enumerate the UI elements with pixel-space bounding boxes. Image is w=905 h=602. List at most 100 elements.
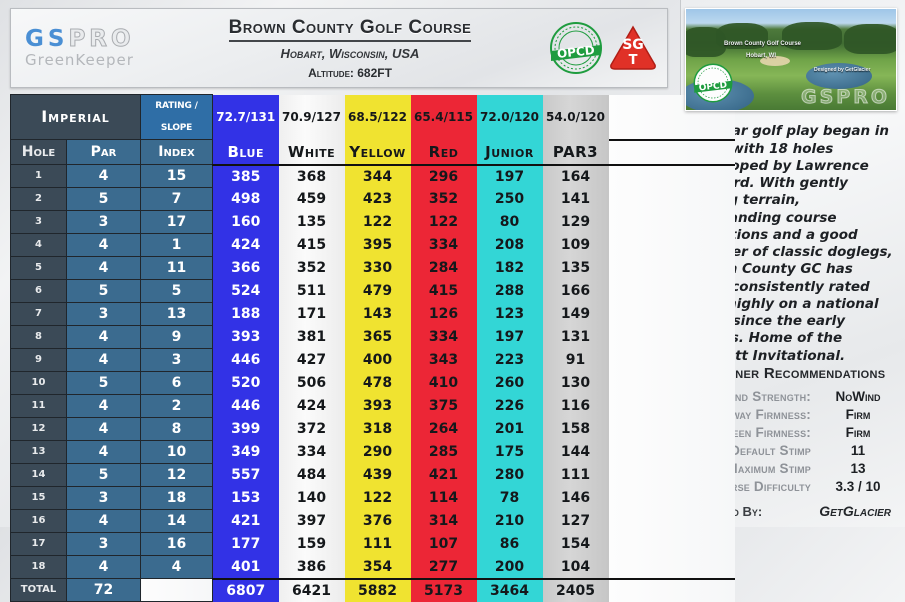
table-row: 2 5 7 498 459 423 352 250 141: [10, 187, 735, 211]
cell-index: 1: [140, 233, 213, 257]
svg-text:OPCD: OPCD: [698, 81, 727, 94]
tee-rating-red: 65.4/115: [410, 94, 477, 140]
cell-yardage-yellow: 479: [344, 279, 411, 303]
cell-index: 6: [140, 371, 213, 395]
cell-yardage-white: 459: [278, 187, 345, 211]
header-badges: OPCD SG T: [539, 20, 667, 76]
recommendation-label: Maximum Stimp: [726, 461, 811, 476]
course-altitude: Altitude: 682FT: [308, 65, 392, 80]
cell-yardage-red: 296: [410, 164, 477, 188]
spacer-cell: [608, 532, 735, 556]
table-row: 14 5 12 557 484 439 421 280 111: [10, 463, 735, 487]
recommendations-title: Designer Recommendations: [696, 365, 886, 382]
cell-yardage-red: 126: [410, 302, 477, 326]
cell-par: 5: [66, 371, 141, 395]
tee-header-red[interactable]: Red: [410, 139, 477, 166]
cell-yardage-par3: 127: [542, 509, 609, 533]
table-header-ratings: Imperial RATING / SLOPE 72.7/131 70.9/127 68…: [10, 94, 735, 141]
cell-yardage-yellow: 344: [344, 164, 411, 188]
recommendation-value: 13: [850, 461, 866, 476]
cell-yardage-blue: 446: [212, 348, 279, 372]
cell-yardage-blue: 520: [212, 371, 279, 395]
cell-yardage-par3: 116: [542, 394, 609, 418]
spacer-cell: [608, 371, 735, 395]
cell-yardage-par3: 144: [542, 440, 609, 464]
spacer-cell: [608, 486, 735, 510]
cell-hole: 11: [10, 394, 67, 418]
table-row: 8 4 9 393 381 365 334 197 131: [10, 325, 735, 349]
cell-yardage-white: 368: [278, 164, 345, 188]
cell-yardage-par3: 104: [542, 555, 609, 579]
cell-hole: 2: [10, 187, 67, 211]
cell-par: 3: [66, 302, 141, 326]
cell-hole: 14: [10, 463, 67, 487]
photo-overlay-location: Hobart, WI: [746, 53, 776, 59]
table-row: 13 4 10 349 334 290 285 175 144: [10, 440, 735, 464]
table-row: 3 3 17 160 135 122 122 80 129: [10, 210, 735, 234]
cell-yardage-blue: 366: [212, 256, 279, 280]
cell-yardage-red: 352: [410, 187, 477, 211]
cell-par: 5: [66, 279, 141, 303]
cell-yardage-blue: 393: [212, 325, 279, 349]
tee-rating-blue: 72.7/131: [212, 94, 279, 140]
units-label: Imperial: [10, 94, 141, 140]
recommendation-row: Wind Strength: NoWind: [685, 389, 897, 404]
tee-header-par3[interactable]: PAR3: [542, 139, 609, 166]
logo-greenkeeper-text: GreenKeeper: [25, 51, 134, 69]
tee-header-blue[interactable]: Blue: [212, 139, 279, 166]
logo-pro-text: PRO: [68, 26, 135, 52]
table-row: 1 4 15 385 368 344 296 197 164: [10, 164, 735, 188]
cell-index: 10: [140, 440, 213, 464]
cell-yardage-yellow: 365: [344, 325, 411, 349]
table-row: 15 3 18 153 140 122 114 78 146: [10, 486, 735, 510]
cell-index: 11: [140, 256, 213, 280]
cell-yardage-blue: 557: [212, 463, 279, 487]
cell-par: 4: [66, 440, 141, 464]
tee-header-white[interactable]: White: [278, 139, 345, 166]
cell-yardage-junior: 288: [476, 279, 543, 303]
cell-yardage-yellow: 330: [344, 256, 411, 280]
spacer-cell: [608, 555, 735, 579]
cell-index: 14: [140, 509, 213, 533]
cell-par: 4: [66, 325, 141, 349]
cell-yardage-junior: 123: [476, 302, 543, 326]
recommendation-value: Firm: [845, 425, 871, 440]
cell-yardage-blue: 421: [212, 509, 279, 533]
total-yardage-white: 6421: [278, 577, 345, 602]
cell-par: 3: [66, 210, 141, 234]
cell-yardage-red: 284: [410, 256, 477, 280]
cell-yardage-par3: 131: [542, 325, 609, 349]
cell-index: 17: [140, 210, 213, 234]
cell-yardage-yellow: 393: [344, 394, 411, 418]
cell-yardage-junior: 210: [476, 509, 543, 533]
page-title: Brown County Golf Course: [228, 17, 472, 42]
table-row: 12 4 8 399 372 318 264 201 158: [10, 417, 735, 441]
cell-yardage-blue: 385: [212, 164, 279, 188]
cell-yardage-red: 334: [410, 233, 477, 257]
cell-hole: 3: [10, 210, 67, 234]
cell-yardage-white: 135: [278, 210, 345, 234]
cell-yardage-blue: 399: [212, 417, 279, 441]
tee-header-yellow[interactable]: Yellow: [344, 139, 411, 166]
cell-hole: 8: [10, 325, 67, 349]
table-row: 17 3 16 177 159 111 107 86 154: [10, 532, 735, 556]
scorecard-app: GSPRO GreenKeeper Brown County Golf Cour…: [10, 0, 905, 602]
cell-yardage-junior: 201: [476, 417, 543, 441]
total-label: TOTAL: [10, 578, 67, 602]
cell-index: 18: [140, 486, 213, 510]
cell-yardage-yellow: 354: [344, 555, 411, 579]
cell-index: 13: [140, 302, 213, 326]
cell-par: 4: [66, 233, 141, 257]
cell-par: 4: [66, 348, 141, 372]
cell-yardage-red: 415: [410, 279, 477, 303]
cell-index: 8: [140, 417, 213, 441]
table-row: 6 5 5 524 511 479 415 288 166: [10, 279, 735, 303]
cell-yardage-white: 159: [278, 532, 345, 556]
cell-hole: 13: [10, 440, 67, 464]
cell-yardage-yellow: 400: [344, 348, 411, 372]
tee-header-junior[interactable]: Junior: [476, 139, 543, 166]
cell-yardage-yellow: 395: [344, 233, 411, 257]
table-row: 11 4 2 446 424 393 375 226 116: [10, 394, 735, 418]
spacer-cell: [608, 94, 735, 141]
cell-par: 4: [66, 555, 141, 579]
